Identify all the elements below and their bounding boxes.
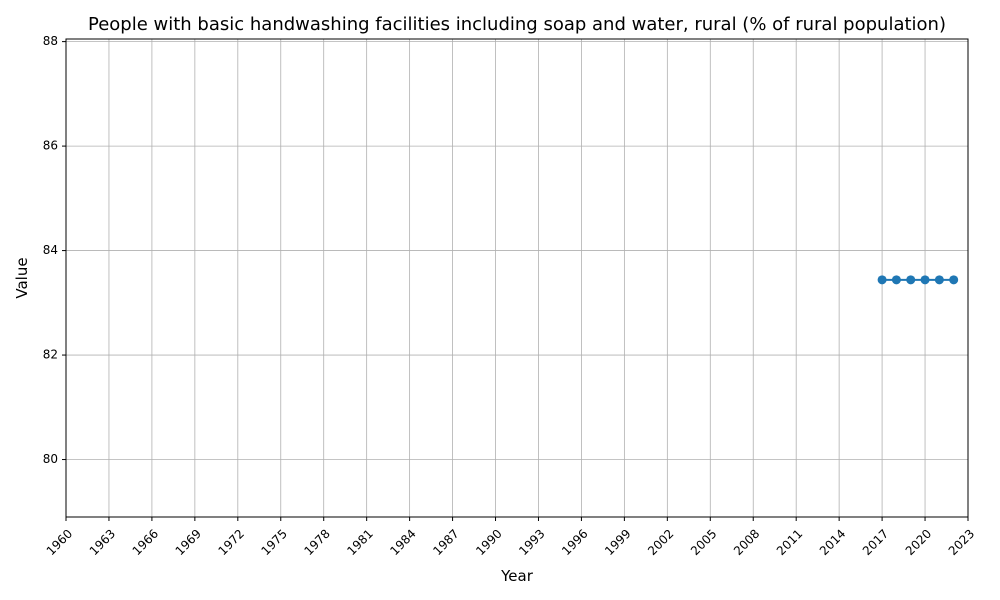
data-point (877, 275, 887, 285)
x-axis-label: Year (500, 567, 534, 585)
series-layer (877, 275, 959, 285)
y-tick-label: 88 (43, 34, 58, 48)
y-tick-label: 80 (43, 452, 58, 466)
y-axis-label: Value (13, 257, 31, 298)
data-point (906, 275, 916, 285)
chart-title: People with basic handwashing facilities… (88, 14, 946, 35)
y-tick-label: 84 (43, 243, 58, 257)
data-point (891, 275, 901, 285)
grid (65, 39, 969, 517)
plot-frame (65, 38, 969, 518)
data-point (949, 275, 959, 285)
y-tick-label: 86 (43, 139, 58, 153)
data-point (920, 275, 930, 285)
y-tick-label: 82 (43, 348, 58, 362)
data-point (934, 275, 944, 285)
